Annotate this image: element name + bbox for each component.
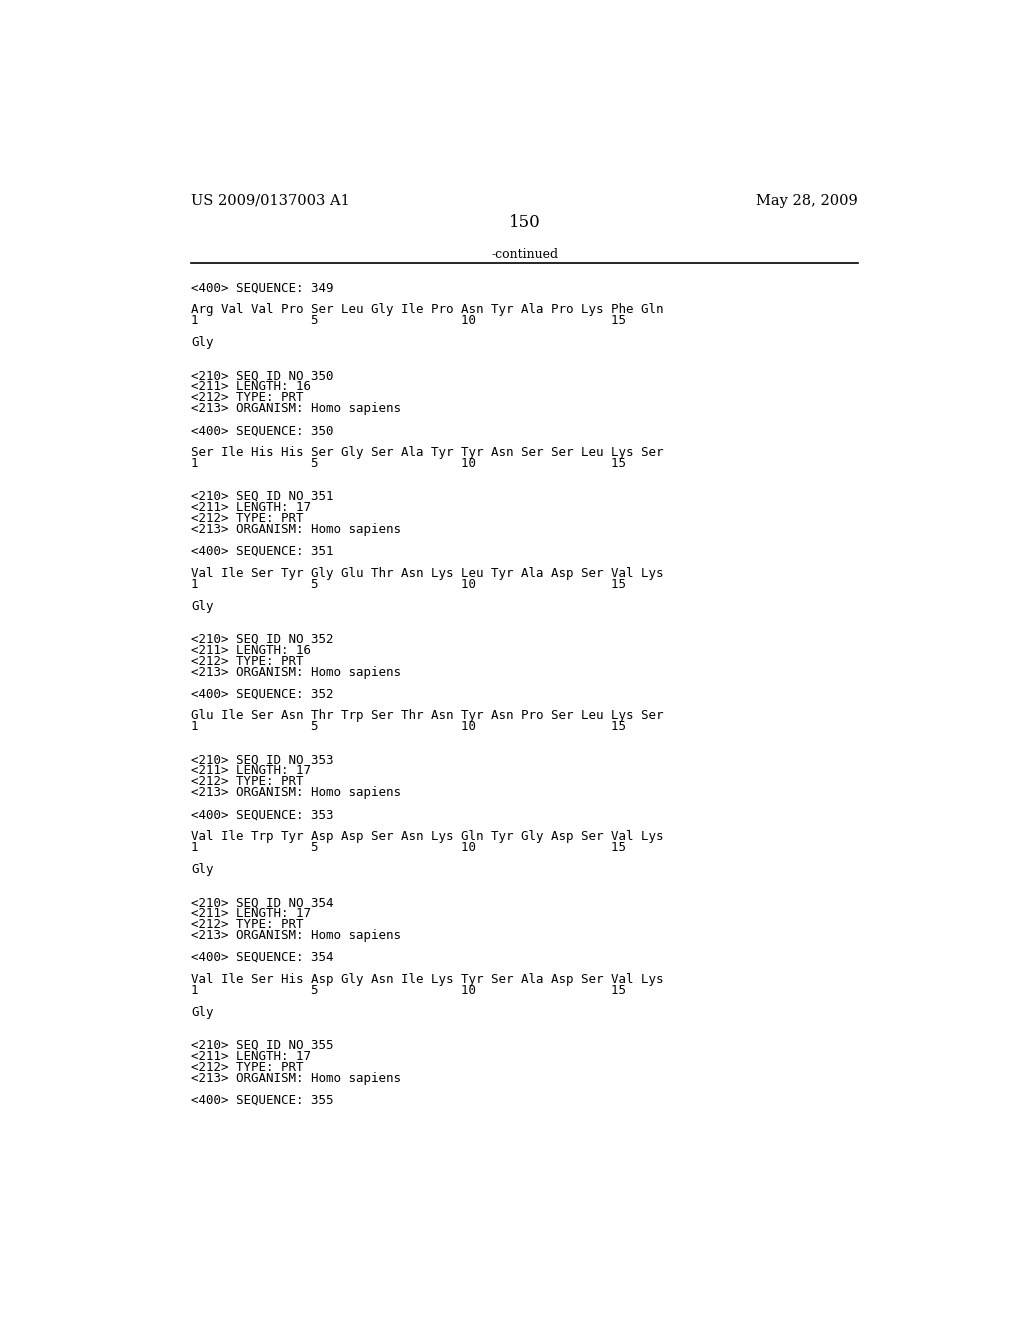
Text: Arg Val Val Pro Ser Leu Gly Ile Pro Asn Tyr Ala Pro Lys Phe Gln: Arg Val Val Pro Ser Leu Gly Ile Pro Asn … — [191, 304, 664, 317]
Text: <210> SEQ ID NO 354: <210> SEQ ID NO 354 — [191, 896, 334, 909]
Text: <212> TYPE: PRT: <212> TYPE: PRT — [191, 512, 304, 525]
Text: <400> SEQUENCE: 355: <400> SEQUENCE: 355 — [191, 1094, 334, 1106]
Text: <212> TYPE: PRT: <212> TYPE: PRT — [191, 775, 304, 788]
Text: <211> LENGTH: 17: <211> LENGTH: 17 — [191, 500, 311, 513]
Text: <210> SEQ ID NO 350: <210> SEQ ID NO 350 — [191, 370, 334, 383]
Text: <210> SEQ ID NO 353: <210> SEQ ID NO 353 — [191, 754, 334, 767]
Text: <400> SEQUENCE: 350: <400> SEQUENCE: 350 — [191, 424, 334, 437]
Text: <212> TYPE: PRT: <212> TYPE: PRT — [191, 917, 304, 931]
Text: <212> TYPE: PRT: <212> TYPE: PRT — [191, 1061, 304, 1073]
Text: <213> ORGANISM: Homo sapiens: <213> ORGANISM: Homo sapiens — [191, 787, 401, 800]
Text: Gly: Gly — [191, 337, 214, 350]
Text: <210> SEQ ID NO 352: <210> SEQ ID NO 352 — [191, 632, 334, 645]
Text: 1               5                   10                  15: 1 5 10 15 — [191, 578, 627, 591]
Text: <400> SEQUENCE: 351: <400> SEQUENCE: 351 — [191, 545, 334, 558]
Text: May 28, 2009: May 28, 2009 — [757, 194, 858, 209]
Text: Val Ile Trp Tyr Asp Asp Ser Asn Lys Gln Tyr Gly Asp Ser Val Lys: Val Ile Trp Tyr Asp Asp Ser Asn Lys Gln … — [191, 830, 664, 843]
Text: -continued: -continued — [492, 248, 558, 261]
Text: 1               5                   10                  15: 1 5 10 15 — [191, 841, 627, 854]
Text: 1               5                   10                  15: 1 5 10 15 — [191, 457, 627, 470]
Text: Ser Ile His His Ser Gly Ser Ala Tyr Tyr Asn Ser Ser Leu Lys Ser: Ser Ile His His Ser Gly Ser Ala Tyr Tyr … — [191, 446, 664, 459]
Text: <213> ORGANISM: Homo sapiens: <213> ORGANISM: Homo sapiens — [191, 929, 401, 942]
Text: <400> SEQUENCE: 352: <400> SEQUENCE: 352 — [191, 688, 334, 701]
Text: Gly: Gly — [191, 599, 214, 612]
Text: Gly: Gly — [191, 1006, 214, 1019]
Text: <210> SEQ ID NO 351: <210> SEQ ID NO 351 — [191, 490, 334, 503]
Text: <400> SEQUENCE: 354: <400> SEQUENCE: 354 — [191, 950, 334, 964]
Text: <400> SEQUENCE: 353: <400> SEQUENCE: 353 — [191, 808, 334, 821]
Text: <213> ORGANISM: Homo sapiens: <213> ORGANISM: Homo sapiens — [191, 523, 401, 536]
Text: <213> ORGANISM: Homo sapiens: <213> ORGANISM: Homo sapiens — [191, 1072, 401, 1085]
Text: 1               5                   10                  15: 1 5 10 15 — [191, 983, 627, 997]
Text: <211> LENGTH: 17: <211> LENGTH: 17 — [191, 764, 311, 777]
Text: <211> LENGTH: 16: <211> LENGTH: 16 — [191, 644, 311, 656]
Text: <400> SEQUENCE: 349: <400> SEQUENCE: 349 — [191, 281, 334, 294]
Text: 1               5                   10                  15: 1 5 10 15 — [191, 721, 627, 734]
Text: <213> ORGANISM: Homo sapiens: <213> ORGANISM: Homo sapiens — [191, 665, 401, 678]
Text: Val Ile Ser Tyr Gly Glu Thr Asn Lys Leu Tyr Ala Asp Ser Val Lys: Val Ile Ser Tyr Gly Glu Thr Asn Lys Leu … — [191, 566, 664, 579]
Text: Glu Ile Ser Asn Thr Trp Ser Thr Asn Tyr Asn Pro Ser Leu Lys Ser: Glu Ile Ser Asn Thr Trp Ser Thr Asn Tyr … — [191, 709, 664, 722]
Text: 1               5                   10                  15: 1 5 10 15 — [191, 314, 627, 327]
Text: <211> LENGTH: 17: <211> LENGTH: 17 — [191, 907, 311, 920]
Text: <211> LENGTH: 17: <211> LENGTH: 17 — [191, 1049, 311, 1063]
Text: <212> TYPE: PRT: <212> TYPE: PRT — [191, 391, 304, 404]
Text: 150: 150 — [509, 214, 541, 231]
Text: Gly: Gly — [191, 863, 214, 876]
Text: <212> TYPE: PRT: <212> TYPE: PRT — [191, 655, 304, 668]
Text: Val Ile Ser His Asp Gly Asn Ile Lys Tyr Ser Ala Asp Ser Val Lys: Val Ile Ser His Asp Gly Asn Ile Lys Tyr … — [191, 973, 664, 986]
Text: <210> SEQ ID NO 355: <210> SEQ ID NO 355 — [191, 1039, 334, 1052]
Text: US 2009/0137003 A1: US 2009/0137003 A1 — [191, 194, 350, 209]
Text: <211> LENGTH: 16: <211> LENGTH: 16 — [191, 380, 311, 393]
Text: <213> ORGANISM: Homo sapiens: <213> ORGANISM: Homo sapiens — [191, 403, 401, 414]
